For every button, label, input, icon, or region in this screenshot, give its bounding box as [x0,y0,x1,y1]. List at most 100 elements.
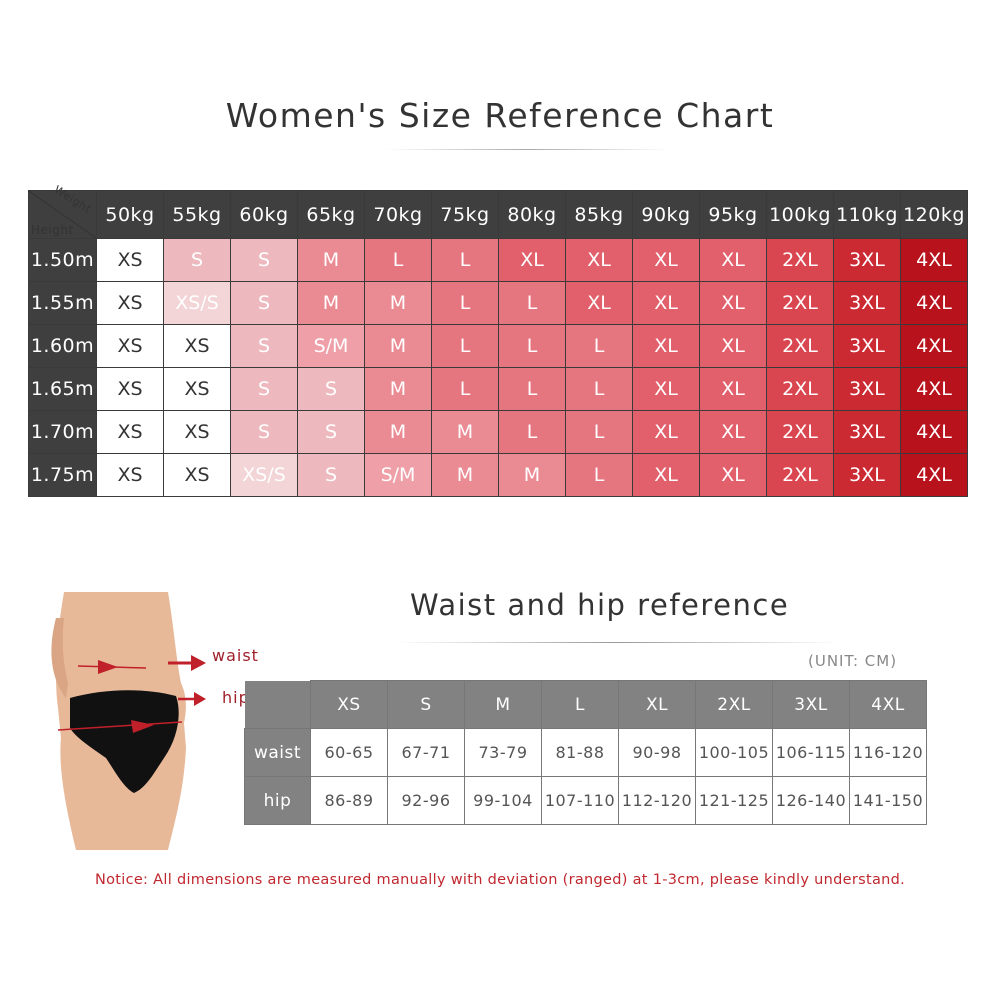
measurement-cell: 81-88 [541,728,619,777]
size-cell: M [297,281,365,325]
measurement-cell: 86-89 [310,776,388,825]
measurement-cell: 141-150 [849,776,927,825]
size-cell: S/M [297,324,365,368]
size-header-cell: XL [618,680,696,729]
page-title: Women's Size Reference Chart [225,96,775,135]
weight-header-cell: 65kg [297,190,365,239]
size-cell: S [297,453,365,497]
table-row: 1.55m XS XS/S S M M L L XL XL XL 2XL 3XL 4XL [28,281,968,325]
size-cell: 4XL [900,238,968,282]
size-cell: 3XL [833,367,901,411]
size-header-cell: 2XL [695,680,773,729]
waist-label: waist [212,646,259,665]
size-cell: XS [96,453,164,497]
size-cell: 2XL [766,324,834,368]
size-cell: XS [163,324,231,368]
size-cell: 2XL [766,410,834,454]
unit-label: (UNIT: CM) [808,652,898,670]
size-cell: XL [632,453,700,497]
size-cell: XL [699,410,767,454]
height-header-cell: 1.60m [28,324,97,368]
table-row: 1.50m XS S S M L L XL XL XL XL 2XL 3XL 4XL [28,238,968,282]
measurement-cell: 92-96 [387,776,465,825]
size-cell: 4XL [900,410,968,454]
size-cell: M [297,238,365,282]
size-cell: M [431,453,499,497]
table-row: hip 86-89 92-96 99-104 107-110 112-120 121-125… [244,776,927,825]
weight-header-cell: 110kg [833,190,901,239]
size-cell: L [498,324,566,368]
measurement-header-cell: waist [244,728,311,777]
height-header-cell: 1.55m [28,281,97,325]
height-header-cell: 1.50m [28,238,97,282]
size-cell: 2XL [766,238,834,282]
measurement-cell: 107-110 [541,776,619,825]
diagonal-divider [29,191,96,238]
measurement-cell: 100-105 [695,728,773,777]
size-cell: XL [699,453,767,497]
table-row: waist 60-65 67-71 73-79 81-88 90-98 100-105 106… [244,728,927,777]
size-cell: XS/S [230,453,298,497]
size-cell: L [565,324,633,368]
weight-header-cell: 90kg [632,190,700,239]
size-cell: 4XL [900,281,968,325]
measurement-cell: 90-98 [618,728,696,777]
size-cell: XL [565,238,633,282]
size-cell: 3XL [833,281,901,325]
size-cell: L [431,238,499,282]
weight-header-cell: 50kg [96,190,164,239]
measurement-header-cell: hip [244,776,311,825]
size-header-cell: S [387,680,465,729]
height-header-cell: 1.65m [28,367,97,411]
size-cell: 3XL [833,238,901,282]
measurement-cell: 126-140 [772,776,850,825]
table-row: 1.60m XS XS S S/M M L L L XL XL 2XL 3XL 4XL [28,324,968,368]
size-cell: XS [96,324,164,368]
size-cell: S [297,410,365,454]
size-cell: XS [163,453,231,497]
size-cell: S [163,238,231,282]
measurement-cell: 106-115 [772,728,850,777]
waist-hip-divider [395,642,840,643]
body-measurement-illustration [51,592,206,850]
weight-header-cell: 60kg [230,190,298,239]
title-divider [385,149,670,150]
measurement-cell: 116-120 [849,728,927,777]
size-cell: L [431,367,499,411]
height-axis-label: Height [31,223,74,237]
table-row: 1.70m XS XS S S M M L L XL XL 2XL 3XL 4XL [28,410,968,454]
weight-header-cell: 70kg [364,190,432,239]
size-cell: 4XL [900,367,968,411]
table-row: 1.65m XS XS S S M L L L XL XL 2XL 3XL 4XL [28,367,968,411]
size-cell: S/M [364,453,432,497]
measurement-cell: 73-79 [464,728,542,777]
measurement-cell: 112-120 [618,776,696,825]
size-reference-table: Weight Height 50kg 55kg 60kg 65kg 70kg 75kg 80… [28,183,968,497]
size-cell: XL [699,324,767,368]
size-cell: XS [96,281,164,325]
size-cell: XL [632,238,700,282]
size-cell: S [230,238,298,282]
size-header-cell: 3XL [772,680,850,729]
corner-cell: Weight Height [28,183,97,239]
size-cell: 4XL [900,324,968,368]
size-cell: 4XL [900,453,968,497]
size-header-cell: 4XL [849,680,927,729]
size-cell: 2XL [766,453,834,497]
size-cell: 2XL [766,281,834,325]
size-header-cell: L [541,680,619,729]
size-cell: L [565,410,633,454]
size-cell: L [498,367,566,411]
size-cell: XL [699,238,767,282]
weight-header-cell: 120kg [900,190,968,239]
size-cell: L [364,238,432,282]
size-cell: 3XL [833,453,901,497]
size-cell: XS [96,238,164,282]
notice-text: Notice: All dimensions are measured manu… [94,872,906,888]
size-cell: XL [632,367,700,411]
weight-header-cell: 75kg [431,190,499,239]
size-cell: L [431,324,499,368]
size-cell: M [364,324,432,368]
weight-header-cell: 95kg [699,190,767,239]
size-header-cell: XS [310,680,388,729]
